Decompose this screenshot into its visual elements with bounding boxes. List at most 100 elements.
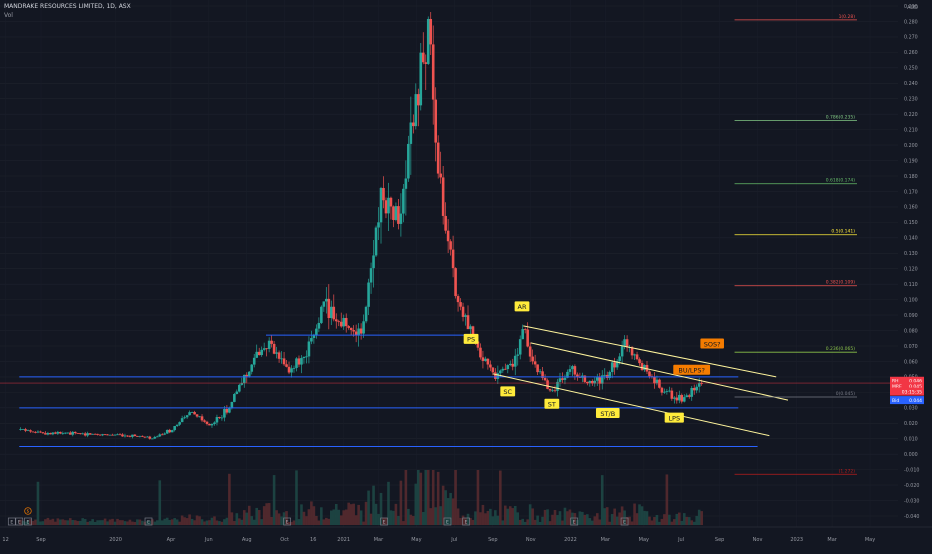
candle-body: [357, 328, 360, 336]
volume-bar: [687, 517, 691, 525]
volume-bar: [195, 515, 199, 525]
volume-bar: [625, 517, 629, 525]
volume-bar: [342, 510, 346, 525]
volume-bar: [138, 519, 142, 525]
volume-bar: [496, 515, 500, 525]
volume-bar: [449, 492, 452, 525]
candle-body: [459, 302, 462, 307]
fib-level-label: 0.382(0.109): [826, 280, 856, 286]
y-axis-tick: 0.230: [904, 97, 918, 103]
volume-bar: [653, 517, 656, 525]
volume-bar: [46, 517, 50, 525]
volume-bar: [71, 520, 75, 525]
candle-body: [369, 268, 373, 283]
x-axis-tick: Nov: [753, 537, 763, 543]
candle-body: [165, 429, 169, 434]
candle-body: [41, 432, 45, 434]
candle-body: [501, 368, 505, 371]
candle-body: [466, 315, 470, 330]
candle-body: [449, 241, 452, 250]
candle-body: [643, 364, 646, 370]
event-marker: [620, 517, 629, 526]
volume-bar: [357, 504, 360, 525]
candle-body: [476, 341, 480, 348]
volume-bar: [203, 521, 206, 525]
candle-body: [26, 430, 30, 432]
candle-body: [250, 364, 254, 372]
candle-body: [663, 391, 666, 393]
volume-bar: [327, 518, 331, 525]
candle-body: [44, 433, 47, 435]
volume-bar: [170, 519, 174, 525]
fib-level-label: 0.618(0.174): [826, 178, 856, 184]
volume-bar: [645, 511, 649, 525]
candle-body: [332, 306, 336, 320]
volume-bar: [210, 517, 214, 525]
candle-body: [571, 366, 574, 370]
candle-body: [352, 330, 355, 332]
volume-bar: [404, 470, 408, 525]
fib-level-label: 0.786(0.235): [826, 114, 856, 120]
volume-bar: [245, 512, 249, 525]
volume-bar: [640, 506, 644, 525]
volume-bar: [61, 519, 65, 525]
candle-body: [245, 374, 249, 377]
volume-bar: [205, 520, 209, 525]
volume-bar: [103, 518, 107, 525]
y-axis-tick: 0.270: [904, 35, 918, 41]
volume-bar: [34, 519, 37, 525]
candle-body: [374, 227, 378, 256]
candle-body: [113, 434, 117, 436]
candle-body: [49, 433, 52, 435]
volume-bar: [225, 517, 229, 525]
candle-body: [446, 230, 450, 242]
candle-body: [108, 434, 112, 436]
candle-body: [325, 298, 328, 302]
volume-bar: [536, 515, 539, 525]
candle-body: [660, 387, 664, 393]
volume-bar: [93, 521, 97, 525]
volume-bar: [379, 492, 383, 525]
candle-body: [78, 433, 82, 435]
volume-bar: [250, 516, 254, 525]
annotation-badge: [700, 338, 724, 349]
candle-body: [265, 348, 268, 350]
volume-bar: [630, 521, 634, 525]
volume-bar: [347, 502, 350, 525]
candle-body: [586, 381, 589, 384]
candle-body: [302, 356, 306, 359]
volume-bar: [563, 507, 567, 525]
volume-bar: [349, 504, 353, 525]
candle-body: [287, 366, 291, 373]
candle-body: [138, 435, 142, 437]
volume-bar: [339, 515, 343, 525]
event-marker: [462, 517, 470, 526]
candle-body: [339, 321, 343, 327]
volume-bar: [198, 516, 201, 525]
candle-body: [270, 340, 273, 344]
candle-body: [680, 394, 684, 402]
volume-bar: [426, 470, 430, 525]
volume-bar: [421, 512, 425, 525]
volume-bar: [233, 521, 236, 525]
candle-body: [491, 367, 495, 373]
x-axis-tick: 12: [2, 537, 8, 543]
volume-bar: [272, 475, 276, 525]
volume-bar: [230, 512, 234, 525]
x-axis-tick: May: [639, 537, 649, 543]
candle-body: [678, 394, 681, 401]
candle-body: [402, 188, 405, 214]
candle-body: [431, 44, 435, 100]
volume-bar: [91, 519, 94, 525]
candle-body: [71, 431, 75, 435]
candle-body: [543, 377, 547, 381]
volume-bar: [367, 490, 370, 525]
candle-body: [484, 358, 487, 361]
candle-body: [513, 355, 517, 367]
y-axis-tick: -0.020: [904, 483, 919, 489]
volume-bar: [146, 521, 149, 525]
candle-body: [516, 354, 520, 356]
volume-bar: [297, 519, 301, 525]
